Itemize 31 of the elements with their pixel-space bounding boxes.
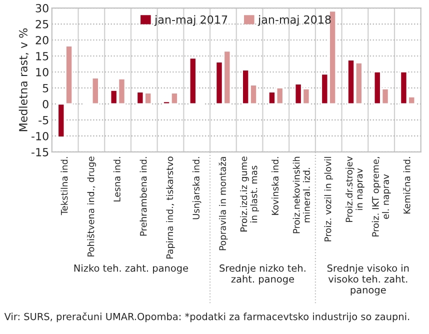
y-tick-label: 10 <box>36 68 48 76</box>
y-tick-label: 25 <box>36 20 48 28</box>
x-tick-label: Proiz. vozil in plovil <box>324 156 333 242</box>
x-tick-label: Lesna ind. <box>113 157 120 202</box>
x-tick-label: Proiz.dr.strojev in naprav <box>346 156 364 222</box>
y-tick-label: 5 <box>42 84 48 92</box>
x-tick-label: Kovinska ind. <box>272 157 279 215</box>
y-tick-label: -10 <box>32 132 48 140</box>
text: Vir: SURS, preračuni UMAR.Opomba: *podatki za farmacevtsko industrijo so zaupni. <box>4 312 410 322</box>
x-tick-label: Proiz.nekovinskih mineral. izd. <box>292 156 310 234</box>
legend-label: jan-maj 2018 <box>258 15 331 26</box>
y-axis-title: Medletna rast, v % <box>18 28 29 132</box>
x-tick-label: Kemična ind. <box>402 157 410 214</box>
text: Srednje nizko teh. zaht. panoge <box>220 264 306 285</box>
y-tick-label: 15 <box>36 52 48 60</box>
text: Srednje visoko in visoko teh. zaht. panoge <box>327 264 409 296</box>
y-tick-label: 20 <box>36 36 48 44</box>
legend-label: jan-maj 2017 <box>154 15 228 26</box>
y-tick-label: 30 <box>36 4 48 12</box>
y-tick-label: -15 <box>32 148 48 156</box>
x-tick-label: Prehrambena ind. <box>140 157 147 236</box>
y-tick-label: 0 <box>42 100 48 108</box>
x-tick-label: Popravila in montaža <box>218 156 228 250</box>
x-tick-label: Tekstilna ind. <box>60 157 68 216</box>
x-tick-label: Papirna ind., tiskarstvo <box>166 156 175 258</box>
x-tick-label: Usnjarska ind. <box>192 157 202 220</box>
x-tick-label: Pohištvena ind., druge <box>86 156 96 256</box>
x-tick-label: Proiz. IKT opreme, el. naprav <box>372 157 391 236</box>
text: Nizko teh. zaht. panoge <box>74 264 188 274</box>
y-tick-label: -5 <box>38 116 48 124</box>
x-tick-label: Proiz.izd.iz gume in plast. mas <box>240 156 259 232</box>
